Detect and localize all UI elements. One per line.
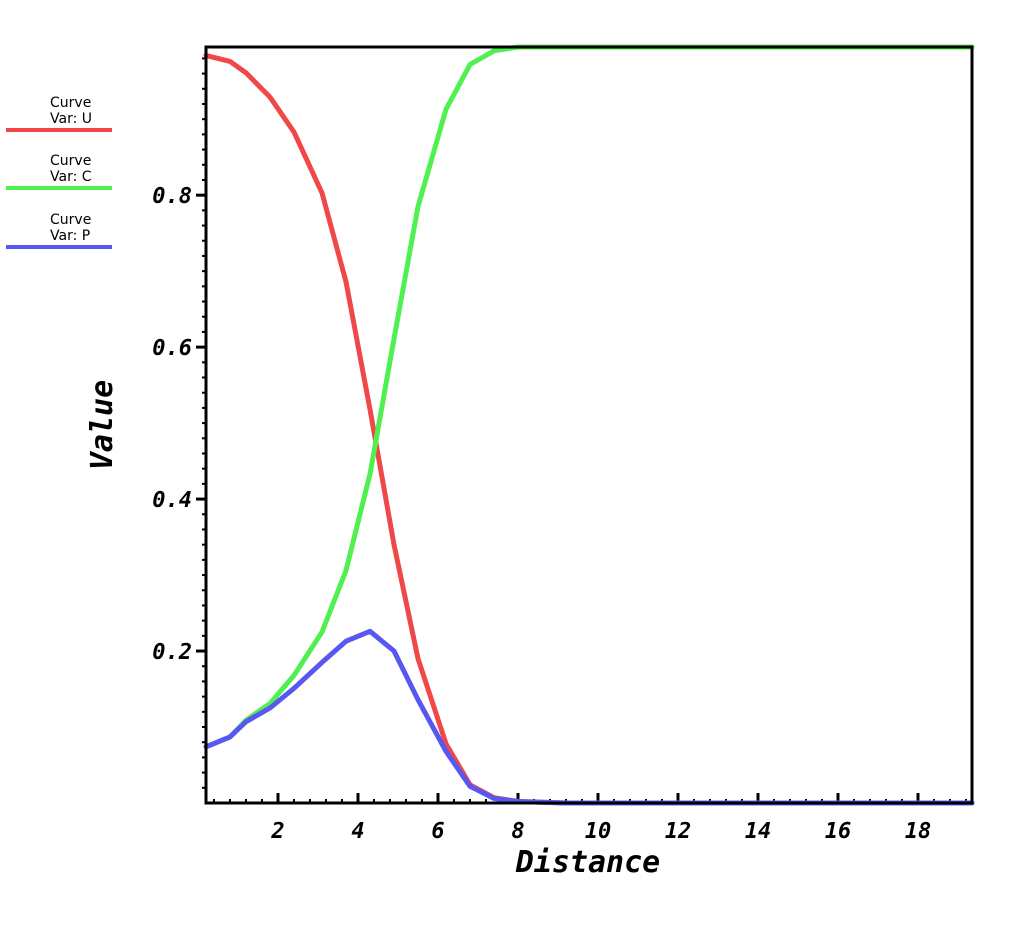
legend-title: Curve	[50, 153, 92, 169]
legend-item-c: Curve Var: C	[6, 153, 112, 190]
legend-title: Curve	[50, 95, 92, 111]
legend-series-name: Var: U	[50, 111, 92, 127]
legend-title: Curve	[50, 212, 92, 228]
y-tick-label: 0.8	[152, 184, 192, 209]
x-tick-label: 16	[825, 819, 852, 844]
x-tick-label: 4	[351, 819, 364, 844]
legend-swatch-u	[6, 128, 112, 132]
y-tick-label: 0.2	[152, 640, 192, 665]
legend-swatch-p	[6, 245, 112, 249]
legend-item-u: Curve Var: U	[6, 95, 112, 132]
legend-series-name: Var: C	[50, 169, 92, 185]
tick-label-layer: 2 4 6 8 10 12 14 16 18 0.2 0.4 0.6 0.8	[152, 184, 931, 844]
y-tick-label: 0.4	[152, 488, 192, 513]
x-tick-label: 18	[905, 819, 932, 844]
x-tick-label: 10	[585, 819, 612, 844]
x-axis-title: Distance	[515, 845, 661, 880]
series-line-var-p	[203, 628, 975, 806]
series-line-var-c	[203, 44, 975, 750]
x-tick-label: 6	[431, 819, 444, 844]
x-tick-label: 2	[270, 819, 284, 844]
series-layer	[203, 44, 975, 806]
plot-frame	[204, 45, 974, 805]
x-tick-label: 8	[511, 819, 524, 844]
x-tick-label: 12	[665, 819, 692, 844]
legend-item-p: Curve Var: P	[6, 212, 112, 249]
x-tick-label: 14	[745, 819, 772, 844]
series-line-var-u	[203, 52, 975, 806]
y-axis-title: Value	[85, 380, 120, 470]
legend-swatch-c	[6, 186, 112, 190]
legend-series-name: Var: P	[50, 228, 91, 244]
y-tick-label: 0.6	[152, 336, 192, 361]
